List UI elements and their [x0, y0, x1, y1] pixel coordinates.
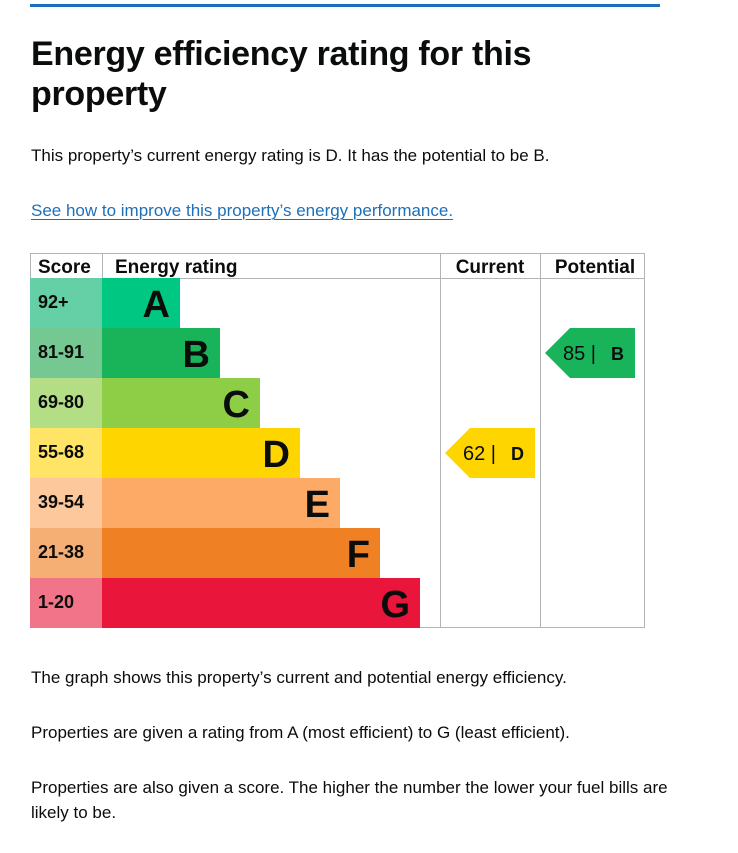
current-arrow: [445, 428, 535, 478]
rating-bands: 92+ A 81-91 B 69-80 C 55-68 D 39-54 E 21-38 F 1-20 G: [30, 278, 420, 628]
band-score-label-a: 92+: [38, 292, 69, 312]
rating-arrows: 62 | D 85 | B: [445, 328, 635, 478]
improve-performance-link[interactable]: See how to improve this property’s energ…: [31, 201, 454, 220]
header-current: Current: [456, 257, 525, 278]
rating-summary: This property’s current energy rating is…: [31, 146, 550, 165]
band-score-label-c: 69-80: [38, 392, 84, 412]
band-score-label-d: 55-68: [38, 442, 84, 462]
band-bar-a: [102, 278, 180, 328]
chart-headers: Score Energy rating Current Potential: [38, 257, 635, 278]
potential-arrow: [545, 328, 635, 378]
potential-letter-label: B: [611, 344, 624, 364]
band-letter-d: D: [263, 434, 290, 476]
header-potential: Potential: [555, 257, 635, 278]
band-letter-c: C: [223, 384, 250, 426]
page-title: Energy efficiency rating for this proper…: [31, 35, 532, 113]
band-bar-b: [102, 328, 220, 378]
header-score: Score: [38, 257, 91, 278]
band-score-label-f: 21-38: [38, 542, 84, 562]
potential-score-label: 85 |: [563, 343, 596, 365]
band-score-cell-b: [30, 328, 102, 378]
score-explanation: Properties are also given a score. The h…: [31, 778, 668, 822]
graph-explanation: The graph shows this property’s current …: [31, 668, 567, 687]
header-energy-rating: Energy rating: [115, 257, 237, 278]
current-score-label: 62 |: [463, 443, 496, 465]
band-letter-a: A: [143, 284, 170, 326]
band-score-label-e: 39-54: [38, 492, 84, 512]
band-bar-f: [102, 528, 380, 578]
band-score-cell-a: [30, 278, 102, 328]
rating-explanation: Properties are given a rating from A (mo…: [31, 723, 570, 742]
band-score-label-b: 81-91: [38, 342, 84, 362]
band-bar-c: [102, 378, 260, 428]
band-letter-g: G: [380, 584, 410, 626]
band-bar-d: [102, 428, 300, 478]
band-score-label-g: 1-20: [38, 592, 74, 612]
band-letter-b: B: [183, 334, 210, 376]
band-letter-f: F: [347, 534, 370, 576]
band-bar-g: [102, 578, 420, 628]
band-score-cell-d: [30, 428, 102, 478]
current-letter-label: D: [511, 444, 524, 464]
band-score-cell-c: [30, 378, 102, 428]
band-score-cell-e: [30, 478, 102, 528]
band-bar-e: [102, 478, 340, 528]
band-score-cell-f: [30, 528, 102, 578]
top-rule: [30, 4, 660, 7]
band-letter-e: E: [305, 484, 330, 526]
band-score-cell-g: [30, 578, 102, 628]
